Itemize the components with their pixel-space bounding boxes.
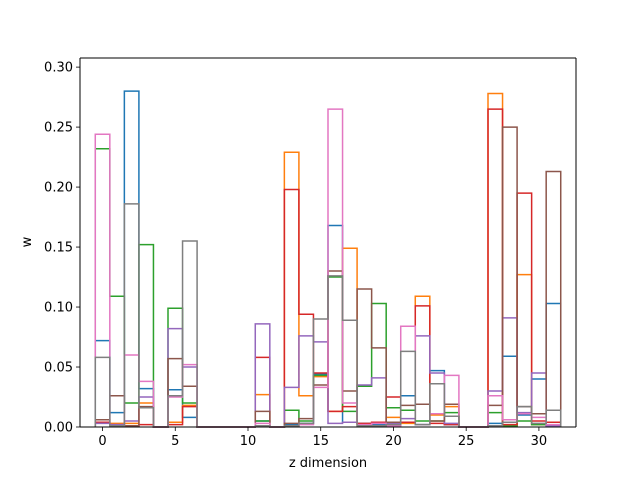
x-axis-label: z dimension [289, 456, 367, 471]
y-tick-label: 0.15 [44, 241, 73, 256]
y-tick-label: 0.25 [44, 121, 73, 136]
x-tick-label: 5 [171, 434, 179, 449]
x-tick-label: 30 [531, 434, 548, 449]
y-tick-label: 0.00 [44, 421, 73, 436]
x-tick-label: 10 [240, 434, 257, 449]
y-tick-label: 0.05 [44, 361, 73, 376]
x-axis: 0 5 10 15 20 25 30 [98, 427, 547, 449]
y-axis-label: w [20, 236, 35, 247]
x-tick-label: 20 [385, 434, 402, 449]
y-axis: 0.00 0.05 0.10 0.15 0.20 0.25 0.30 [44, 61, 80, 436]
x-tick-label: 25 [458, 434, 475, 449]
x-tick-label: 0 [98, 434, 106, 449]
y-tick-label: 0.20 [44, 181, 73, 196]
y-tick-label: 0.10 [44, 301, 73, 316]
axes-frame [79, 57, 577, 428]
y-tick-label: 0.30 [44, 61, 73, 76]
x-tick-label: 15 [312, 434, 329, 449]
